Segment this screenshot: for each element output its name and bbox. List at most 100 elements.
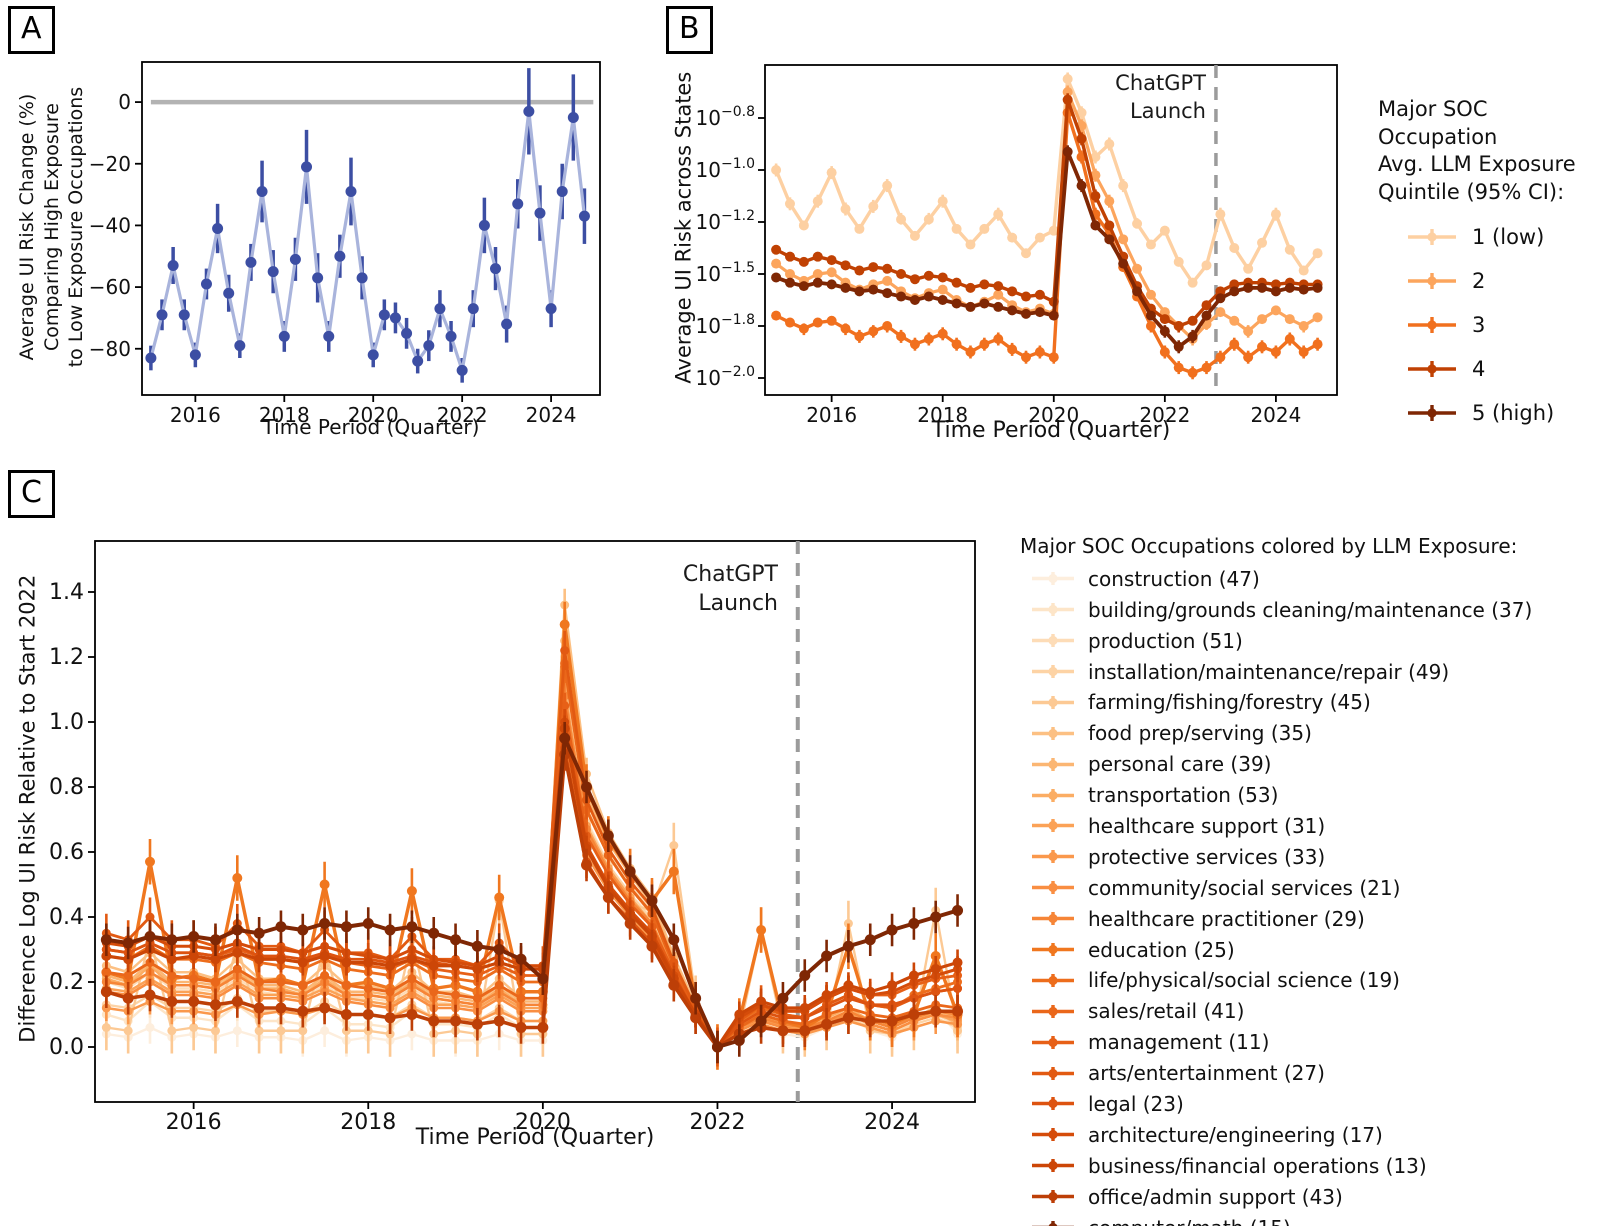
data-point [1034, 289, 1045, 300]
data-point [812, 277, 823, 288]
data-point [450, 960, 461, 971]
data-point [581, 781, 593, 793]
data-point [953, 984, 963, 993]
data-point [407, 974, 417, 984]
quintile-legend-title: Major SOC Occupation Avg. LLM Exposure Quin… [1378, 96, 1598, 207]
data-point [993, 209, 1004, 220]
data-point [301, 161, 313, 173]
data-point [909, 274, 920, 285]
legend-item: 4 [1406, 347, 1598, 391]
occupation-legend-items: construction (47) building/grounds cleani… [1030, 563, 1595, 1226]
data-point [868, 262, 879, 273]
data-point [253, 927, 265, 939]
data-point [1062, 87, 1073, 97]
data-point [385, 987, 395, 997]
data-point [276, 1026, 286, 1036]
series-line [149, 109, 587, 372]
data-point [896, 269, 907, 279]
legend-item: installation/maintenance/repair (49) [1030, 656, 1595, 687]
series-line [106, 720, 958, 1049]
data-point [254, 954, 265, 965]
data-point [178, 309, 190, 321]
data-point [1132, 218, 1143, 229]
data-point [886, 924, 898, 936]
legend-item-label: community/social services (21) [1088, 875, 1401, 900]
legend-item-label: arts/entertainment (27) [1088, 1061, 1325, 1086]
data-point [1104, 234, 1115, 245]
legend-marker-icon [1032, 726, 1074, 740]
data-point [1201, 300, 1212, 311]
data-point [534, 207, 546, 219]
y-tick-label: 10−2.0 [696, 364, 755, 390]
data-point [923, 214, 934, 225]
data-point [1076, 133, 1087, 144]
data-point [624, 918, 636, 929]
data-point [993, 301, 1004, 312]
panel-a-plot [145, 68, 594, 383]
data-point [556, 186, 568, 197]
data-point [166, 996, 178, 1007]
data-point [1257, 341, 1268, 352]
data-point [341, 957, 352, 968]
data-point [937, 196, 948, 207]
legend-marker-icon [1032, 850, 1074, 864]
legend-item-label: building/grounds cleaning/maintenance (3… [1088, 597, 1533, 622]
data-point [256, 186, 268, 197]
quintile-legend: Major SOC Occupation Avg. LLM Exposure Quin… [1378, 96, 1598, 435]
legend-item: life/physical/social science (19) [1030, 965, 1595, 996]
x-tick-label: 2018 [340, 1110, 396, 1135]
data-point [882, 180, 893, 191]
data-point [1229, 286, 1240, 297]
data-point [389, 312, 401, 324]
data-point [1062, 94, 1073, 105]
annotation-line: ChatGPT [1115, 71, 1206, 95]
data-point [515, 1022, 527, 1033]
data-point [1173, 256, 1184, 267]
legend-marker-icon [1032, 1190, 1074, 1204]
data-point [711, 1041, 723, 1053]
legend-item: business/financial operations (13) [1030, 1150, 1595, 1181]
data-point [122, 992, 134, 1004]
data-point [1007, 305, 1018, 316]
data-point [826, 267, 837, 278]
data-point [100, 934, 112, 946]
data-point [560, 701, 570, 711]
legend-item: community/social services (21) [1030, 872, 1595, 903]
data-point [1215, 293, 1226, 304]
data-point [145, 856, 155, 867]
x-tick-label: 2018 [917, 403, 968, 427]
data-point [1243, 326, 1254, 337]
data-point [254, 1026, 264, 1036]
data-point [167, 260, 179, 271]
data-point [334, 250, 346, 262]
data-point [864, 1015, 876, 1027]
y-tick-label: 1.4 [49, 580, 84, 605]
data-point [428, 960, 439, 971]
data-point [1118, 180, 1129, 191]
data-point [799, 970, 811, 981]
data-point [494, 892, 505, 903]
legend-item: 2 [1406, 259, 1598, 303]
data-point [1048, 225, 1059, 236]
data-point [144, 989, 156, 1001]
data-point [297, 924, 309, 936]
data-point [799, 1003, 810, 1013]
legend-item: arts/entertainment (27) [1030, 1058, 1595, 1089]
data-point [123, 1026, 133, 1036]
data-point [567, 112, 579, 123]
data-point [646, 895, 658, 907]
legend-marker-icon [1032, 757, 1074, 771]
series-line [105, 752, 958, 1049]
data-point [821, 950, 833, 962]
data-point [1145, 321, 1156, 331]
panel-b-xlabel: Time Period (Quarter) [931, 418, 1171, 443]
data-point [690, 1012, 702, 1024]
legend-item-label: protective services (33) [1088, 844, 1326, 869]
data-point [1284, 314, 1295, 325]
data-point [1201, 260, 1212, 271]
data-point [560, 646, 570, 655]
data-point [363, 957, 374, 968]
data-point [1007, 286, 1018, 297]
legend-marker-icon [1032, 1066, 1074, 1080]
panel-b-axes: 2016 2018 2020 2022 2024 10−0.8 10−1.0 10−1.2 10… [696, 64, 1338, 427]
